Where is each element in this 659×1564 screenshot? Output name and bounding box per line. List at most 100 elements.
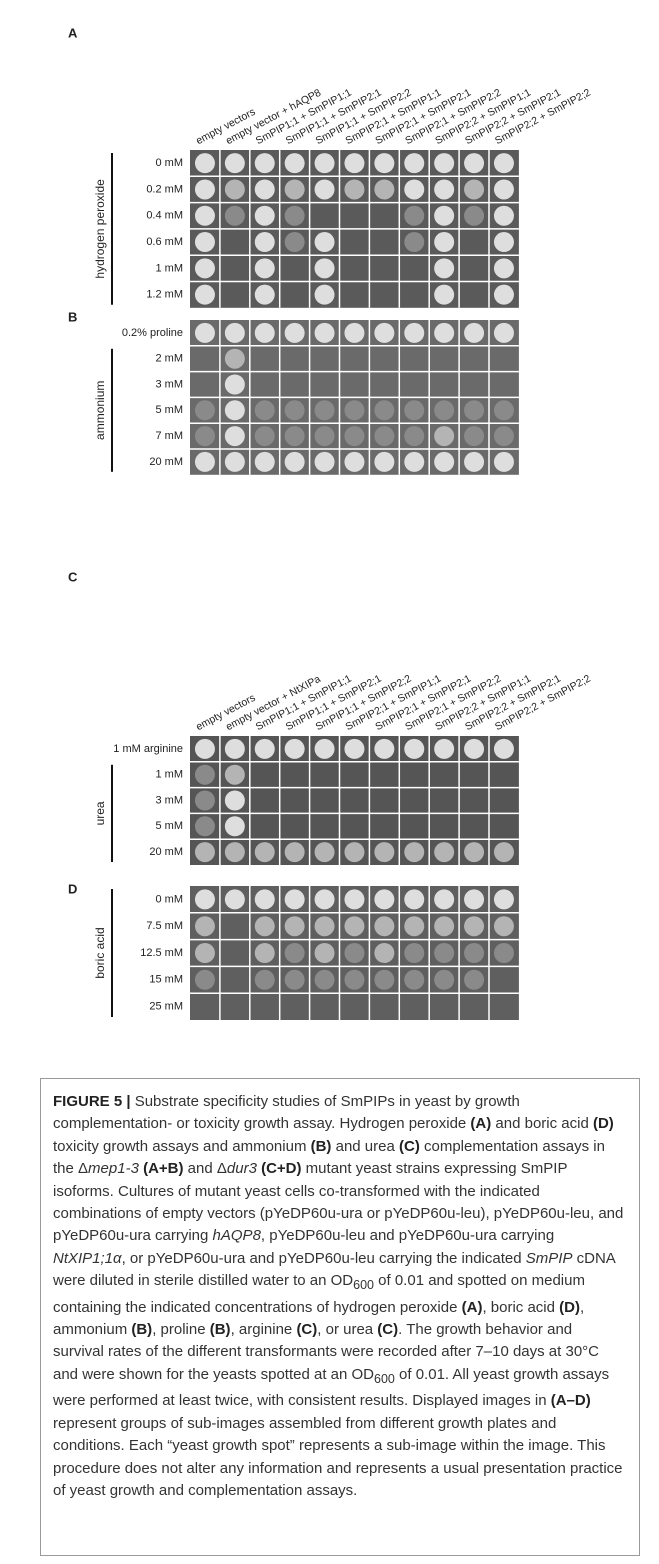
yeast-spot: [464, 970, 484, 990]
yeast-spot: [344, 970, 364, 990]
yeast-spot: [285, 206, 305, 226]
caption-text: , or urea: [317, 1321, 377, 1338]
yeast-spot: [404, 739, 424, 759]
yeast-spot: [344, 842, 364, 862]
caption-text: represent groups of sub-images assembled…: [53, 1415, 623, 1499]
subscript: 600: [374, 1372, 395, 1386]
yeast-spot: [374, 943, 394, 963]
yeast-spot: [315, 400, 335, 420]
row-label: 0.2 mM: [146, 183, 183, 195]
yeast-spot: [195, 970, 215, 990]
yeast-spot: [285, 179, 305, 199]
yeast-spot: [255, 943, 275, 963]
row-label: 0.6 mM: [146, 236, 183, 248]
yeast-spot: [315, 739, 335, 759]
row-label: 15 mM: [149, 974, 183, 986]
yeast-spot: [494, 916, 514, 936]
caption-text: , pYeDP60u-leu and pYeDP60u-ura carrying: [261, 1227, 554, 1244]
group-label: ammonium: [93, 381, 107, 440]
yeast-spot: [434, 842, 454, 862]
yeast-spot: [315, 232, 335, 252]
yeast-spot: [494, 889, 514, 909]
group-label: boric acid: [93, 927, 107, 978]
yeast-spot: [494, 232, 514, 252]
row-label: 1 mM arginine: [113, 743, 183, 755]
yeast-spot: [374, 323, 394, 343]
yeast-spot: [494, 258, 514, 278]
panel-ref: (C+D): [261, 1160, 301, 1177]
yeast-spot: [374, 153, 394, 173]
panel-ref: (A): [462, 1299, 483, 1316]
yeast-spot: [494, 179, 514, 199]
yeast-spot: [315, 943, 335, 963]
yeast-spot: [195, 816, 215, 836]
row-label: 7.5 mM: [146, 920, 183, 932]
yeast-spot: [404, 179, 424, 199]
yeast-spot: [195, 426, 215, 446]
row-label: 1 mM: [156, 262, 184, 274]
group-label: hydrogen peroxide: [93, 179, 107, 279]
yeast-spot: [225, 400, 245, 420]
yeast-spot: [434, 400, 454, 420]
yeast-spot: [225, 179, 245, 199]
yeast-spot: [374, 739, 394, 759]
row-label: 1 mM: [156, 769, 184, 781]
caption-label: FIGURE 5 |: [53, 1093, 131, 1110]
panel-ref: (A): [470, 1115, 491, 1132]
yeast-spot: [404, 889, 424, 909]
row-label: 20 mM: [149, 456, 183, 468]
gene-name: SmPIP: [526, 1250, 573, 1267]
yeast-spot: [225, 889, 245, 909]
caption-text: , boric acid: [482, 1299, 559, 1316]
yeast-spot: [434, 179, 454, 199]
yeast-spot: [404, 206, 424, 226]
caption-text: , or pYeDP60u-ura and pYeDP60u-leu carry…: [122, 1250, 526, 1267]
yeast-spot: [255, 426, 275, 446]
yeast-spot: [315, 842, 335, 862]
yeast-spot: [255, 842, 275, 862]
yeast-spot: [434, 258, 454, 278]
yeast-spot: [255, 285, 275, 305]
yeast-spot: [464, 179, 484, 199]
panel-ref: (D): [559, 1299, 580, 1316]
panel-ref: (C): [377, 1321, 398, 1338]
yeast-spot: [195, 285, 215, 305]
yeast-spot: [344, 943, 364, 963]
yeast-spot: [195, 943, 215, 963]
yeast-spot: [344, 916, 364, 936]
yeast-spot: [315, 323, 335, 343]
yeast-spot: [255, 323, 275, 343]
caption-text: and Δ: [184, 1160, 227, 1177]
yeast-spot: [285, 739, 305, 759]
yeast-spot: [285, 426, 305, 446]
yeast-spot: [255, 258, 275, 278]
yeast-spot: [464, 400, 484, 420]
yeast-spot: [195, 232, 215, 252]
caption-text: , proline: [152, 1321, 210, 1338]
yeast-spot: [464, 452, 484, 472]
yeast-spot: [285, 452, 305, 472]
yeast-spot: [404, 452, 424, 472]
yeast-spot: [255, 889, 275, 909]
yeast-spot: [464, 426, 484, 446]
yeast-spot: [464, 206, 484, 226]
yeast-spot: [494, 426, 514, 446]
panel-ref: (B): [210, 1321, 231, 1338]
yeast-spot: [434, 323, 454, 343]
yeast-spot: [404, 323, 424, 343]
gene-name: hAQP8: [213, 1227, 261, 1244]
yeast-spot: [255, 153, 275, 173]
yeast-spot: [195, 400, 215, 420]
yeast-spot: [404, 943, 424, 963]
yeast-spot: [225, 206, 245, 226]
yeast-spot: [285, 842, 305, 862]
yeast-spot: [225, 375, 245, 395]
yeast-spot: [255, 739, 275, 759]
yeast-spot: [255, 206, 275, 226]
row-label: 2 mM: [156, 353, 184, 365]
yeast-spot: [494, 153, 514, 173]
yeast-spot: [374, 842, 394, 862]
caption: FIGURE 5 | Substrate specificity studies…: [40, 1078, 640, 1556]
yeast-spot: [464, 842, 484, 862]
yeast-spot: [434, 739, 454, 759]
